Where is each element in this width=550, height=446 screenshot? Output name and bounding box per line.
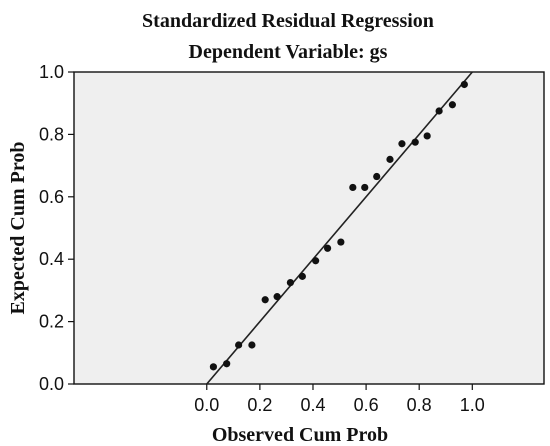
data-point [337,238,345,246]
data-point [423,132,431,140]
data-point [386,155,394,163]
x-tick-label: 0.8 [407,395,432,415]
data-point [460,80,468,89]
data-point [298,272,306,280]
data-point [273,293,281,301]
data-points [209,80,468,371]
data-point [223,360,231,368]
data-point [435,107,443,115]
x-tick-label: 0.2 [247,395,272,415]
y-tick-label: 0.0 [39,374,64,394]
data-point [398,140,406,148]
y-tick-label: 0.2 [39,312,64,332]
y-axis: 0.0 0.2 0.4 0.6 0.8 1.0 [39,62,74,394]
data-point [312,257,320,265]
data-point [235,341,243,349]
y-tick-label: 0.4 [39,249,64,269]
x-tick-label: 0.0 [194,395,219,415]
data-point [286,279,295,287]
data-point [248,341,256,349]
plot-area [73,71,545,385]
x-axis-label: Observed Cum Prob [212,424,388,446]
data-point [411,138,419,146]
chart-subtitle: Dependent Variable: gs [189,41,388,63]
y-tick-label: 1.0 [39,62,64,82]
y-tick-label: 0.8 [39,124,64,144]
y-tick-label: 0.6 [39,187,64,207]
x-tick-label: 0.4 [300,395,325,415]
y-axis-label: Expected Cum Prob [7,142,29,315]
data-point [349,183,357,192]
data-point [361,183,369,192]
reference-line [206,71,473,385]
data-point [323,244,332,252]
data-point [448,101,456,109]
data-point [209,363,218,371]
x-tick-label: 1.0 [460,395,485,415]
chart-title: Standardized Residual Regression [142,10,434,32]
data-point [373,172,381,181]
x-axis: 0.0 0.2 0.4 0.6 0.8 1.0 [194,384,485,415]
data-point [261,296,269,304]
x-tick-label: 0.6 [354,395,379,415]
